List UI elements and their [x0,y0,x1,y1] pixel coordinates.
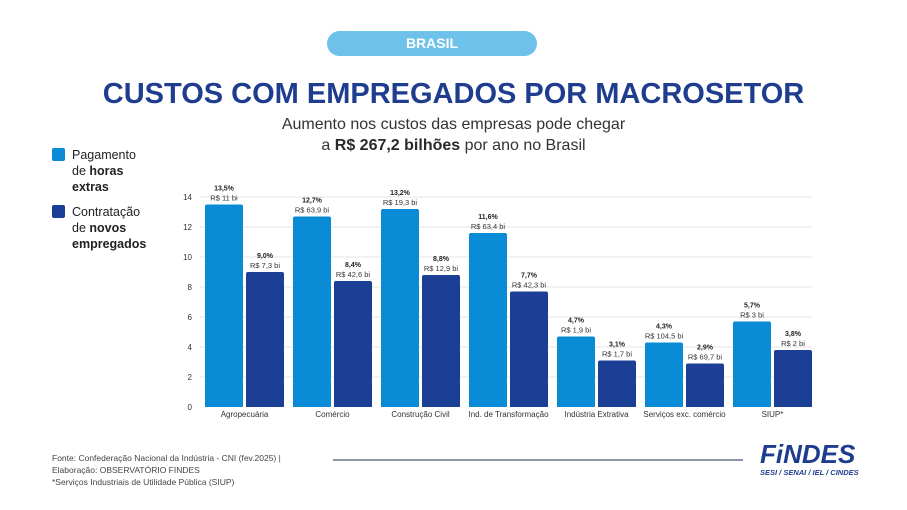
findes-logo: FiNDES SESI / SENAI / IEL / CINDES [760,441,859,477]
legend-text-bold: horas [89,164,124,178]
bar-horas-extras [469,233,507,407]
data-label-value: R$ 11 bi [210,194,238,203]
bar-novos-empregados [774,350,812,407]
legend-text: de [72,221,90,235]
data-label-value: R$ 42,3 bi [512,281,547,290]
data-label-pct: 11,6% [478,214,498,221]
data-label-pct: 4,7% [568,318,585,325]
data-label-pct: 12,7% [302,198,323,205]
y-tick-label: 4 [188,343,193,352]
x-tick-label: Construção Civil [391,410,449,419]
y-tick-label: 10 [183,253,192,262]
x-tick-label: Indústria Extrativa [564,410,629,419]
footer-footnote: *Serviços Industriais de Utilidade Públi… [52,477,235,487]
x-tick-label: SIUP* [762,410,784,419]
page-title: CUSTOS COM EMPREGADOS POR MACROSETOR [102,78,805,110]
data-label-pct: 8,4% [345,262,362,269]
data-label-pct: 3,1% [609,342,626,349]
legend-swatch-horas-extras [52,148,65,161]
data-label-pct: 3,8% [785,331,802,338]
data-label-value: R$ 19,3 bi [383,198,418,207]
x-tick-label: Ind. de Transformação [468,410,549,419]
subtitle-line-2: a R$ 267,2 bilhões por ano no Brasil [0,137,907,155]
y-tick-label: 0 [188,403,193,412]
legend-text: de [72,164,90,178]
bar-novos-empregados [246,272,284,407]
x-tick-label: Serviços exc. comércio [643,410,726,419]
legend-text-bold: extras [72,180,109,194]
x-tick-label: Agropecuária [221,410,269,419]
data-label-value: R$ 42,6 bi [336,270,371,279]
footer-elaboration: Elaboração: OBSERVATÓRIO FINDES [52,465,200,475]
data-label-pct: 4,3% [656,324,673,331]
data-label-value: R$ 7,3 bi [250,261,280,270]
data-label-value: R$ 1,9 bi [561,326,591,335]
data-label-value: R$ 63,9 bi [295,206,330,215]
data-label-pct: 13,5% [214,186,235,193]
legend-text: Pagamento [72,148,136,162]
logo-tagline: SESI / SENAI / IEL / CINDES [760,468,859,477]
footer-source: Fonte: Confederação Nacional da Indústri… [52,453,281,463]
y-tick-label: 8 [188,283,193,292]
legend-swatch-novos-empregados [52,205,65,218]
data-label-value: R$ 63,4 bi [471,222,506,231]
bar-horas-extras [293,216,331,407]
bar-novos-empregados [510,291,548,407]
bar-horas-extras [381,209,419,407]
y-tick-label: 6 [188,313,193,322]
footer-divider [333,459,743,461]
legend-text-bold: empregados [72,237,147,251]
bar-horas-extras [557,336,595,407]
data-label-value: R$ 1,7 bi [602,350,632,359]
subtitle-line-1: Aumento nos custos das empresas pode che… [281,116,626,133]
bar-novos-empregados [686,363,724,407]
legend-item-horas-extras: Pagamento de horas extras [52,147,182,195]
legend-text-bold: novos [89,221,127,235]
data-label-value: R$ 104,5 bi [645,332,684,341]
legend-item-novos-empregados: Contratação de novos empregados [52,204,182,252]
bar-horas-extras [205,204,243,407]
footer-notes: Fonte: Confederação Nacional da Indústri… [52,452,281,488]
data-label-pct: 7,7% [521,273,538,280]
bar-novos-empregados [422,275,460,407]
data-label-pct: 2,9% [697,345,714,352]
subtitle-highlight: R$ 267,2 bilhões [334,137,461,154]
data-label-pct: 9,0% [257,253,274,260]
data-label-value: R$ 3 bi [740,311,764,320]
y-tick-label: 2 [188,373,193,382]
data-label-value: R$ 2 bi [781,339,805,348]
data-label-pct: 8,8% [433,256,450,263]
legend-text: Contratação [72,205,141,219]
bar-novos-empregados [598,360,636,407]
data-label-pct: 5,7% [744,303,761,310]
data-label-pct: 13,2% [390,190,411,197]
region-badge: BRASIL [327,31,537,56]
subtitle-prefix: a [321,137,335,154]
y-tick-label: 12 [183,223,192,232]
bar-novos-empregados [334,281,372,407]
y-tick-label: 14 [183,193,192,202]
data-label-value: R$ 69,7 bi [688,353,723,362]
x-tick-label: Comércio [315,410,350,419]
logo-wordmark: FiNDES [760,439,856,469]
data-label-value: R$ 12,9 bi [424,264,459,273]
bar-horas-extras [645,342,683,407]
bar-horas-extras [733,321,771,407]
subtitle-suffix: por ano no Brasil [460,137,586,154]
